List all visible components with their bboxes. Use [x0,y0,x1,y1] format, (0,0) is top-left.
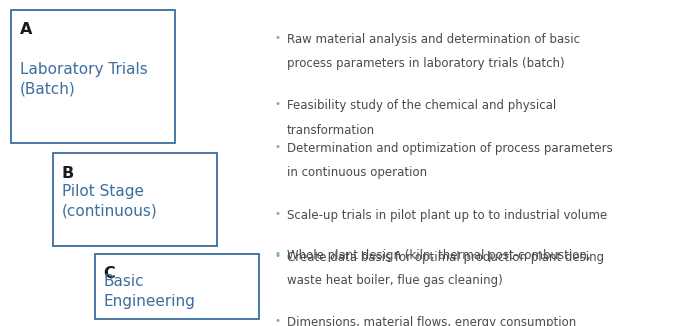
Text: Pilot Stage
(continuous): Pilot Stage (continuous) [62,185,158,219]
Text: •: • [274,209,281,219]
Text: B: B [62,166,74,181]
Text: Basic
Engineering: Basic Engineering [104,274,195,308]
Text: waste heat boiler, flue gas cleaning): waste heat boiler, flue gas cleaning) [287,274,503,287]
Text: A: A [20,22,32,37]
Text: Feasibility study of the chemical and physical: Feasibility study of the chemical and ph… [287,99,556,112]
Text: •: • [274,99,281,110]
Text: Determination and optimization of process parameters: Determination and optimization of proces… [287,142,612,155]
Text: process parameters in laboratory trials (batch): process parameters in laboratory trials … [287,57,565,70]
Text: •: • [274,249,281,259]
Text: •: • [274,251,281,261]
Text: Whole plant design (kiln, thermal post-combustion,: Whole plant design (kiln, thermal post-c… [287,249,591,262]
Text: Scale-up trials in pilot plant up to to industrial volume: Scale-up trials in pilot plant up to to … [287,209,608,222]
Text: Laboratory Trials
(Batch): Laboratory Trials (Batch) [20,62,147,96]
Text: in continuous operation: in continuous operation [287,166,427,179]
Text: •: • [274,33,281,43]
Text: C: C [104,266,116,281]
Text: Dimensions, material flows, energy consumption: Dimensions, material flows, energy consu… [287,316,576,326]
Text: Create data basis for optimal production plant desing: Create data basis for optimal production… [287,251,604,264]
Text: transformation: transformation [287,124,375,137]
Text: Raw material analysis and determination of basic: Raw material analysis and determination … [287,33,580,46]
Text: •: • [274,316,281,326]
Text: •: • [274,142,281,152]
